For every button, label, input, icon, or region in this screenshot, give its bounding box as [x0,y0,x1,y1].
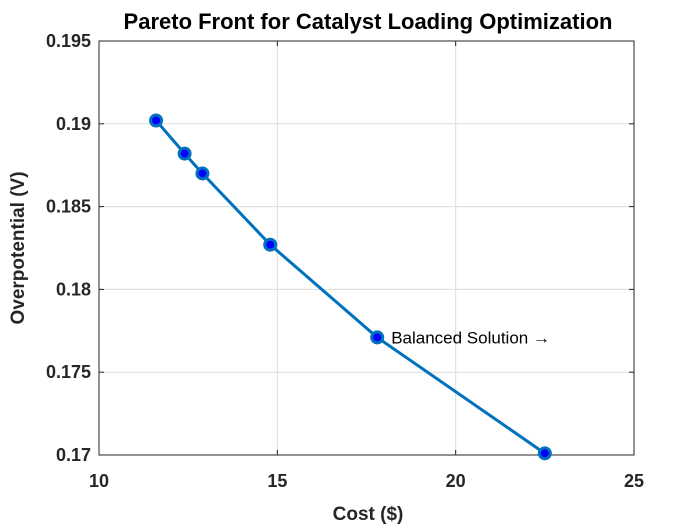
x-axis-label: Cost ($) [333,504,404,525]
x-tick-label: 10 [89,471,109,491]
x-tick-label: 20 [446,471,466,491]
annotation-balanced-solution: Balanced Solution → [391,328,550,347]
series-layer [149,113,552,461]
grid-layer [98,40,635,456]
y-tick-label: 0.185 [46,197,91,217]
y-tick-label: 0.195 [46,31,91,51]
y-tick-label: 0.19 [56,114,91,134]
x-tick-label: 25 [624,471,644,491]
data-point [195,166,210,181]
x-tick-label: 15 [267,471,287,491]
tick-label-layer: 10 15 20 25 0.17 0.175 0.18 0.185 0.19 0.195 [46,31,644,491]
pareto-line [154,119,546,455]
data-point [149,113,164,128]
y-tick-label: 0.18 [56,279,91,299]
plot-area-box [98,40,635,456]
y-tick-label: 0.17 [56,445,91,465]
data-point [177,146,192,161]
tick-layer [98,40,635,456]
y-tick-label: 0.175 [46,362,91,382]
y-axis-label: Overpotential (V) [8,171,29,324]
data-point [537,446,552,461]
chart-title: Pareto Front for Catalyst Loading Optimi… [124,9,613,34]
data-point [370,330,385,345]
data-point [263,237,278,252]
